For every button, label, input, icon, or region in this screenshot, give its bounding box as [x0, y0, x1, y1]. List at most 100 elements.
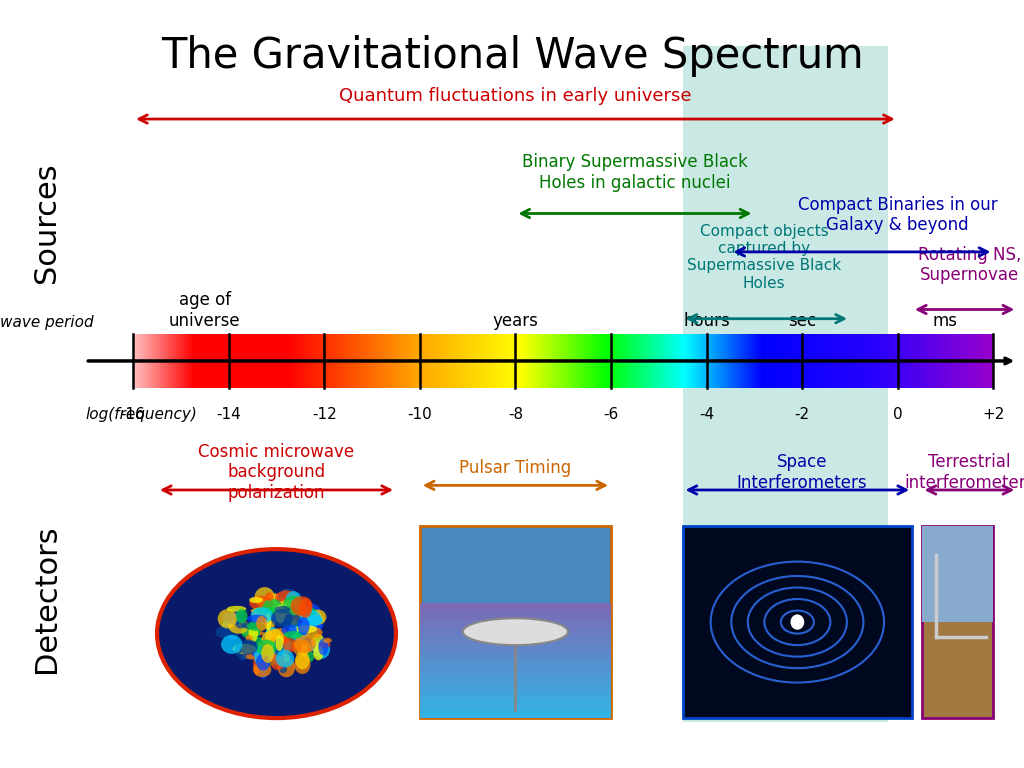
Ellipse shape: [228, 619, 249, 634]
Bar: [851, 334, 854, 388]
Bar: [420, 637, 611, 644]
Bar: [973, 334, 976, 388]
Bar: [848, 334, 851, 388]
Bar: [538, 334, 541, 388]
Bar: [223, 334, 226, 388]
Bar: [880, 334, 883, 388]
Bar: [868, 334, 870, 388]
Bar: [276, 334, 280, 388]
Bar: [304, 334, 306, 388]
Bar: [853, 334, 855, 388]
Bar: [383, 334, 385, 388]
Bar: [544, 334, 546, 388]
Bar: [964, 334, 966, 388]
Bar: [987, 334, 990, 388]
Bar: [643, 334, 645, 388]
Text: Binary Supermassive Black
Holes in galactic nuclei: Binary Supermassive Black Holes in galac…: [522, 154, 748, 192]
Bar: [733, 334, 736, 388]
Bar: [337, 334, 340, 388]
Bar: [687, 334, 690, 388]
Ellipse shape: [313, 640, 330, 659]
Bar: [476, 334, 479, 388]
Bar: [629, 334, 631, 388]
Ellipse shape: [305, 651, 314, 662]
Ellipse shape: [260, 659, 267, 679]
Ellipse shape: [269, 614, 285, 622]
Bar: [247, 334, 249, 388]
Text: Sources: Sources: [32, 162, 60, 283]
Bar: [307, 334, 309, 388]
Bar: [919, 334, 921, 388]
Bar: [552, 334, 555, 388]
Bar: [379, 334, 381, 388]
Bar: [705, 334, 708, 388]
Bar: [811, 334, 813, 388]
Ellipse shape: [254, 637, 263, 644]
Bar: [834, 334, 837, 388]
Bar: [610, 334, 612, 388]
Bar: [923, 334, 926, 388]
Bar: [257, 334, 259, 388]
Bar: [182, 334, 184, 388]
Bar: [346, 334, 348, 388]
Bar: [143, 334, 145, 388]
Bar: [884, 334, 887, 388]
Bar: [712, 334, 715, 388]
Bar: [736, 334, 738, 388]
Bar: [368, 334, 370, 388]
Bar: [514, 334, 516, 388]
Bar: [992, 334, 994, 388]
Bar: [305, 334, 308, 388]
Bar: [939, 334, 941, 388]
Bar: [836, 334, 838, 388]
Bar: [311, 334, 313, 388]
Bar: [394, 334, 397, 388]
Bar: [376, 334, 378, 388]
Bar: [354, 334, 356, 388]
Bar: [322, 334, 324, 388]
Text: 0: 0: [893, 407, 902, 422]
Bar: [433, 334, 435, 388]
Bar: [876, 334, 878, 388]
Bar: [672, 334, 674, 388]
Bar: [966, 334, 969, 388]
Bar: [133, 334, 135, 388]
Ellipse shape: [303, 616, 323, 625]
Bar: [746, 334, 749, 388]
Bar: [240, 334, 242, 388]
Ellipse shape: [279, 600, 302, 607]
Bar: [465, 334, 467, 388]
Bar: [195, 334, 198, 388]
Bar: [943, 334, 945, 388]
Bar: [801, 334, 803, 388]
Bar: [755, 334, 758, 388]
Bar: [170, 334, 173, 388]
Ellipse shape: [265, 627, 280, 642]
Bar: [212, 334, 215, 388]
Bar: [583, 334, 585, 388]
Ellipse shape: [299, 610, 322, 627]
Ellipse shape: [215, 626, 240, 639]
Bar: [752, 334, 755, 388]
Bar: [314, 334, 316, 388]
Ellipse shape: [294, 654, 310, 674]
Bar: [198, 334, 201, 388]
Bar: [554, 334, 556, 388]
Bar: [626, 334, 628, 388]
Bar: [197, 334, 199, 388]
Bar: [837, 334, 840, 388]
Ellipse shape: [308, 614, 323, 632]
Bar: [504, 334, 506, 388]
Bar: [860, 334, 862, 388]
Bar: [890, 334, 892, 388]
Bar: [869, 334, 872, 388]
Bar: [946, 334, 948, 388]
Ellipse shape: [300, 638, 312, 645]
Bar: [719, 334, 722, 388]
Ellipse shape: [275, 639, 295, 650]
Bar: [558, 334, 560, 388]
Ellipse shape: [234, 614, 247, 628]
Bar: [665, 334, 667, 388]
Bar: [251, 334, 253, 388]
Bar: [790, 334, 792, 388]
